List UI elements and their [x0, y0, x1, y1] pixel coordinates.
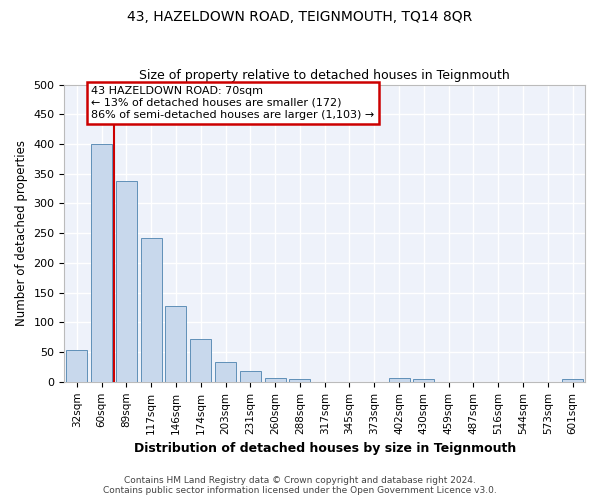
- Bar: [116, 181, 137, 382]
- Bar: [562, 380, 583, 382]
- Text: Contains HM Land Registry data © Crown copyright and database right 2024.
Contai: Contains HM Land Registry data © Crown c…: [103, 476, 497, 495]
- Title: Size of property relative to detached houses in Teignmouth: Size of property relative to detached ho…: [139, 69, 510, 82]
- Bar: [140, 238, 162, 382]
- Bar: [289, 379, 310, 382]
- Bar: [215, 362, 236, 382]
- Text: 43, HAZELDOWN ROAD, TEIGNMOUTH, TQ14 8QR: 43, HAZELDOWN ROAD, TEIGNMOUTH, TQ14 8QR: [127, 10, 473, 24]
- Bar: [91, 144, 112, 382]
- Bar: [413, 379, 434, 382]
- X-axis label: Distribution of detached houses by size in Teignmouth: Distribution of detached houses by size …: [134, 442, 516, 455]
- Y-axis label: Number of detached properties: Number of detached properties: [15, 140, 28, 326]
- Bar: [166, 306, 187, 382]
- Bar: [190, 339, 211, 382]
- Text: 43 HAZELDOWN ROAD: 70sqm
← 13% of detached houses are smaller (172)
86% of semi-: 43 HAZELDOWN ROAD: 70sqm ← 13% of detach…: [91, 86, 374, 120]
- Bar: [66, 350, 88, 382]
- Bar: [389, 378, 410, 382]
- Bar: [240, 371, 261, 382]
- Bar: [265, 378, 286, 382]
